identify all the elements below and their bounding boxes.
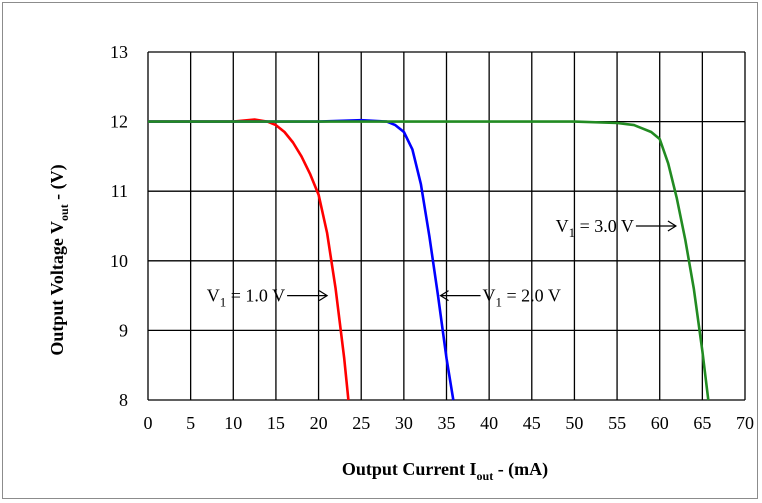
x-axis-title: Output Current Iout - (mA) — [342, 459, 548, 483]
annotation-3: V1 = 3.0 V — [556, 216, 678, 240]
x-tick-label: 20 — [310, 413, 328, 433]
annotation-2: V1 = 2.0 V — [439, 286, 561, 310]
y-tick-label: 8 — [119, 390, 128, 410]
y-tick-label: 9 — [119, 320, 128, 340]
x-tick-label: 70 — [736, 413, 754, 433]
x-tick-label: 65 — [693, 413, 711, 433]
x-tick-label: 50 — [565, 413, 583, 433]
x-tick-label: 15 — [267, 413, 285, 433]
x-tick-label: 5 — [186, 413, 195, 433]
tick-labels: 0 5 10 15 20 25 30 35 40 45 50 55 60 65 70 8 9 10 11 12 13 — [110, 42, 754, 433]
x-tick-label: 30 — [395, 413, 413, 433]
x-tick-label: 10 — [224, 413, 242, 433]
annotation-label: V1 = 3.0 V — [556, 216, 634, 240]
series-layer — [148, 118, 710, 401]
x-tick-label: 40 — [480, 413, 498, 433]
y-tick-label: 13 — [110, 42, 128, 62]
x-tick-label: 55 — [608, 413, 626, 433]
x-tick-label: 25 — [352, 413, 370, 433]
annotation-label: V1 = 1.0 V — [207, 286, 285, 310]
annotation-1: V1 = 1.0 V — [207, 286, 329, 310]
x-tick-label: 60 — [651, 413, 669, 433]
series-line-3 — [148, 120, 710, 401]
y-axis-title: Output Voltage Vout - (V) — [47, 164, 71, 355]
x-tick-label: 0 — [144, 413, 153, 433]
annotations: V1 = 1.0 V V1 = 2.0 V V1 = 3.0 V — [207, 216, 678, 310]
y-tick-label: 11 — [111, 181, 128, 201]
series-line-2 — [148, 118, 455, 401]
x-tick-label: 45 — [523, 413, 541, 433]
y-tick-label: 10 — [110, 251, 128, 271]
annotation-label: V1 = 2.0 V — [483, 286, 561, 310]
grid — [147, 51, 746, 401]
x-tick-label: 35 — [438, 413, 456, 433]
y-tick-label: 12 — [110, 112, 128, 132]
annotation-arrow-head — [318, 290, 329, 302]
annotation-arrow-head — [439, 290, 449, 302]
annotation-arrow-head — [667, 220, 678, 232]
